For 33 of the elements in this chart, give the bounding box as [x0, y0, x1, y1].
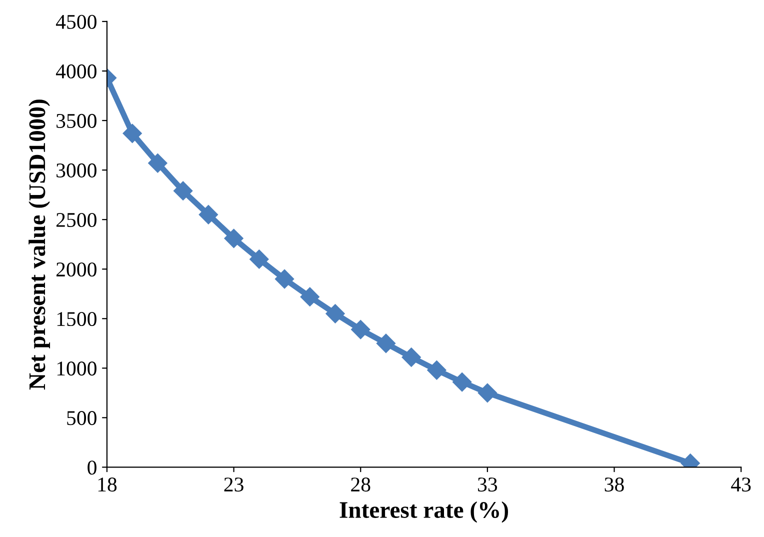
point [198, 205, 218, 224]
x-tick-label: 18 [98, 478, 117, 492]
y-tick-label: 1500 [57, 312, 96, 326]
y-axis-title: Net present value (USD1000) [28, 100, 50, 390]
y-tick-label: 3000 [56, 163, 96, 178]
y-tick-label: 2500 [56, 212, 96, 228]
y-tick-label: 500 [67, 411, 96, 426]
x-tick-label: 38 [604, 478, 624, 492]
point [274, 269, 294, 289]
point [478, 383, 497, 402]
point [351, 320, 370, 340]
y-tick-label: 4000 [56, 64, 96, 78]
x-axis-title: Interest rate (%) [340, 501, 508, 523]
y-tick-label: 2000 [56, 262, 96, 277]
point [452, 372, 472, 392]
x-tick-label: 28 [351, 478, 370, 492]
point [376, 334, 396, 353]
point [250, 250, 269, 269]
point [122, 124, 142, 143]
x-tick-label: 23 [224, 478, 244, 492]
point [148, 154, 168, 173]
y-tick-label: 1000 [57, 362, 96, 376]
point [427, 360, 446, 380]
y-tick-label: 3500 [56, 114, 96, 128]
point [326, 304, 345, 324]
point [300, 287, 320, 306]
point [174, 181, 193, 200]
x-tick-label: 43 [731, 478, 751, 492]
point [402, 348, 421, 367]
y-tick-label: 0 [88, 460, 96, 475]
x-tick-label: 33 [478, 478, 498, 492]
y-tick-label: 4500 [56, 14, 96, 29]
point [224, 228, 244, 248]
